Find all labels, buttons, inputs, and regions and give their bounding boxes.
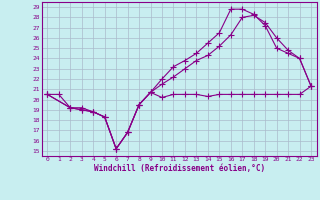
X-axis label: Windchill (Refroidissement éolien,°C): Windchill (Refroidissement éolien,°C) (94, 164, 265, 173)
